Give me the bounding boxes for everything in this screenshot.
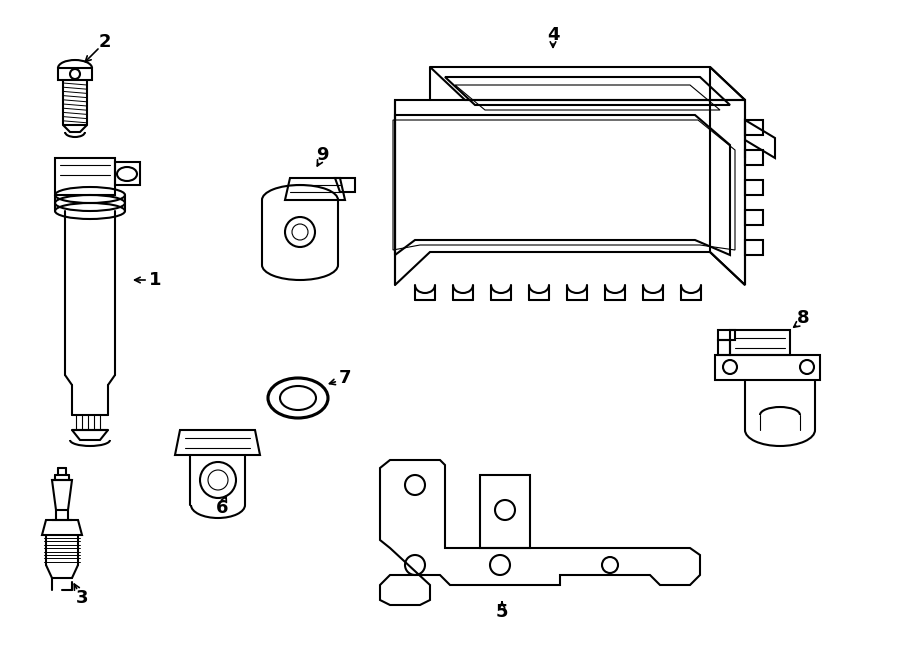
Bar [745, 150, 763, 165]
Text: 6: 6 [216, 499, 229, 517]
Text: 1: 1 [148, 271, 161, 289]
Bar [745, 210, 763, 225]
Bar [745, 120, 763, 135]
Bar [745, 180, 763, 195]
Text: 2: 2 [99, 33, 112, 51]
Text: 5: 5 [496, 603, 508, 621]
Bar [745, 240, 763, 255]
Text: 9: 9 [316, 146, 328, 164]
Text: 3: 3 [76, 589, 88, 607]
Text: 8: 8 [796, 309, 809, 327]
Text: 7: 7 [338, 369, 351, 387]
Text: 4: 4 [547, 26, 559, 44]
